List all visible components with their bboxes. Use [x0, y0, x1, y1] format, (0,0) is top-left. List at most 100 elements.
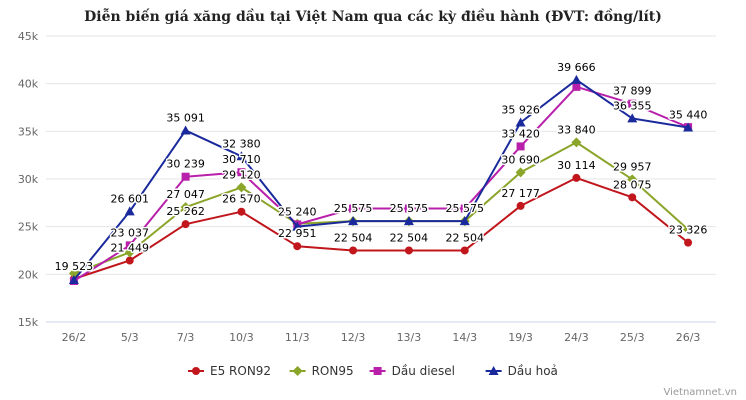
- point-d-u-ho-: [68, 275, 79, 285]
- x-tick-label: 26/2: [62, 331, 87, 344]
- x-tick-label: 24/3: [564, 331, 589, 344]
- legend-marker: [373, 367, 382, 375]
- point-d-u-ho-: [180, 125, 191, 135]
- point-ron95: [236, 182, 247, 193]
- data-label: 35 440: [669, 109, 708, 122]
- data-label: 19 523: [55, 260, 94, 273]
- point-e5-ron92: [628, 193, 637, 202]
- data-labels: 19 523 21 449 25 262 26 570 22 951 22 504 22 5…: [53, 59, 709, 274]
- point-d-u-diesel: [628, 99, 637, 108]
- data-label: 21 449: [111, 242, 150, 255]
- point-e5-ron92: [349, 246, 358, 255]
- point-ron95: [571, 137, 582, 148]
- data-label: 30 239: [166, 158, 205, 171]
- legend-item-ron95[interactable]: RON95: [289, 364, 354, 378]
- data-label: 26 601: [111, 192, 150, 205]
- legend-item-d-u-diesel[interactable]: Dầu diesel: [369, 364, 455, 378]
- point-d-u-diesel: [516, 142, 525, 151]
- x-tick-label: 5/3: [121, 331, 139, 344]
- point-d-u-ho-: [683, 122, 694, 132]
- legend[interactable]: E5 RON92 RON95 Dầu diesel Dầu hoả: [188, 364, 558, 378]
- point-d-u-ho-: [571, 74, 582, 84]
- point-d-u-ho-: [124, 206, 135, 216]
- data-label: 27 177: [501, 187, 540, 200]
- point-d-u-ho-: [403, 216, 414, 226]
- legend-item-d-u-ho-[interactable]: Dầu hoả: [485, 364, 558, 378]
- x-tick-label: 13/3: [397, 331, 422, 344]
- point-ron95: [683, 224, 694, 235]
- legend-label: E5 RON92: [210, 364, 271, 378]
- y-tick-label: 45k: [18, 30, 39, 43]
- data-label: 35 091: [166, 111, 205, 124]
- point-e5-ron92: [293, 242, 302, 251]
- grid-lines: [46, 35, 716, 323]
- data-label: 25 262: [166, 205, 205, 218]
- point-e5-ron92: [237, 207, 246, 216]
- data-label: 25 240: [278, 205, 317, 218]
- series-line-e5-ron92: [73, 176, 689, 280]
- point-d-u-diesel: [125, 241, 134, 250]
- point-d-u-ho-: [515, 117, 526, 127]
- data-label: 33 420: [501, 127, 540, 140]
- y-tick-label: 35k: [18, 125, 39, 138]
- data-label: 39 666: [557, 61, 596, 74]
- data-label: 29 120: [222, 168, 261, 181]
- point-d-u-ho-: [348, 216, 359, 226]
- source-credit: Vietnamnet.vn: [663, 387, 737, 398]
- legend-label: Dầu diesel: [392, 364, 455, 378]
- point-e5-ron92: [181, 220, 190, 229]
- x-tick-label: 25/3: [620, 331, 645, 344]
- data-label: 22 504: [390, 231, 429, 244]
- point-e5-ron92: [516, 201, 525, 210]
- point-d-u-diesel: [460, 204, 469, 213]
- chart-title: Diễn biến giá xăng dầu tại Việt Nam qua …: [84, 7, 662, 25]
- data-label: 27 047: [166, 188, 205, 201]
- data-label: 22 504: [334, 231, 373, 244]
- point-ron95: [627, 174, 638, 185]
- legend-marker: [292, 366, 303, 376]
- x-axis: 26/2 5/3 7/3 10/3 11/3 12/3 13/3 14/3 19/3 24/3 25…: [46, 321, 716, 344]
- series-line-d-u-ho-: [73, 78, 689, 281]
- x-tick-label: 12/3: [341, 331, 366, 344]
- y-tick-label: 25k: [18, 221, 39, 234]
- point-d-u-ho-: [236, 151, 247, 161]
- point-e5-ron92: [125, 256, 134, 265]
- data-label: 32 380: [222, 137, 261, 150]
- point-d-u-ho-: [292, 221, 303, 231]
- y-tick-label: 20k: [18, 268, 39, 281]
- data-label: 23 037: [111, 226, 150, 239]
- data-label: 25 575: [390, 202, 429, 215]
- point-d-u-ho-: [627, 113, 638, 123]
- data-label: 30 690: [501, 153, 540, 166]
- data-label: 22 951: [278, 227, 317, 240]
- legend-item-e5-ron92[interactable]: E5 RON92: [188, 364, 271, 378]
- point-d-u-diesel: [181, 172, 190, 181]
- data-label: 30 114: [557, 159, 596, 172]
- point-ron95: [515, 167, 526, 178]
- data-label: 37 899: [613, 85, 652, 98]
- data-label: 23 326: [669, 224, 708, 237]
- point-e5-ron92: [684, 238, 693, 247]
- x-tick-label: 14/3: [452, 331, 477, 344]
- x-tick-label: 7/3: [177, 331, 195, 344]
- x-tick-label: 10/3: [229, 331, 254, 344]
- data-label: 25 575: [446, 202, 485, 215]
- legend-marker: [192, 367, 200, 375]
- point-e5-ron92: [404, 246, 413, 255]
- data-label: 30 710: [222, 153, 261, 166]
- x-tick-label: 26/3: [676, 331, 701, 344]
- legend-marker: [488, 366, 499, 375]
- point-e5-ron92: [460, 246, 469, 255]
- legend-label: Dầu hoả: [508, 364, 558, 378]
- legend-label: RON95: [312, 364, 354, 378]
- y-tick-label: 15k: [18, 316, 39, 329]
- y-tick-label: 40k: [18, 78, 39, 91]
- data-label: 36 355: [613, 99, 652, 112]
- point-d-u-ho-: [459, 216, 470, 226]
- point-d-u-diesel: [404, 204, 413, 213]
- data-label: 35 926: [501, 104, 540, 117]
- data-label: 28 075: [613, 178, 652, 191]
- data-label: 29 957: [613, 160, 652, 173]
- point-e5-ron92: [572, 173, 581, 182]
